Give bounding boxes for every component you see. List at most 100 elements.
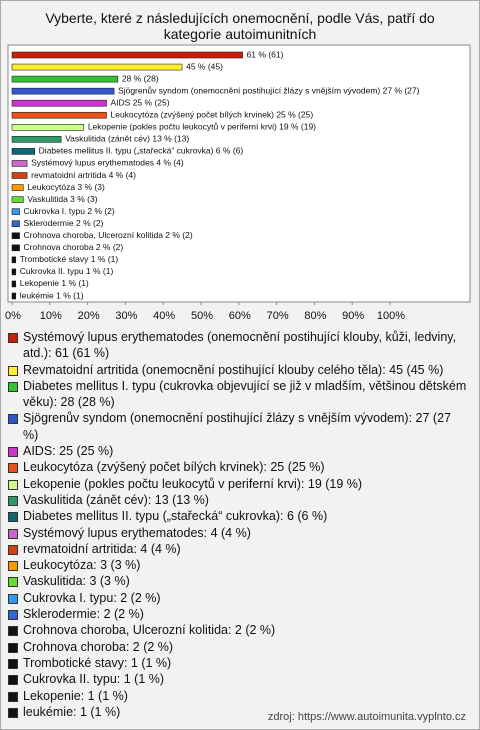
legend-swatch: [8, 593, 18, 604]
x-tick-label: 100%: [377, 310, 405, 322]
chart-title: Vyberte, které z následujících onemocněn…: [45, 10, 435, 42]
legend-swatch: [8, 561, 18, 572]
bar-label: Sklerodermie 2 % (2): [24, 218, 104, 228]
legend-swatch: [8, 414, 18, 425]
legend-label: Sjögrenův syndom (onemocnění postihující…: [23, 411, 451, 442]
x-tick-label: 30%: [115, 310, 137, 322]
bar-label: Vaskulitida (zánět cév) 13 % (13): [65, 134, 189, 144]
legend-item: leukémie: 1 (1 %): [8, 704, 468, 720]
bar-label: Leukocytóza (zvýšený počet bílých krvine…: [111, 110, 314, 120]
legend-label: Crohnova choroba: 2 (2 %): [23, 639, 174, 654]
bar: [11, 268, 17, 276]
legend-swatch: [8, 544, 18, 555]
legend-label: Lekopenie (pokles počtu leukocytů v peri…: [23, 476, 363, 491]
bar: [11, 63, 183, 71]
legend-item: Diabetes mellitus II. typu („stařecká“ c…: [8, 508, 468, 524]
bar: [11, 208, 20, 215]
bar-label: Vaskulitida 3 % (3): [27, 194, 97, 204]
legend-swatch: [8, 626, 18, 637]
legend-swatch: [8, 463, 18, 474]
source: zdroj: https://www.autoimunita.vyplnto.c…: [267, 711, 466, 723]
legend-item: Vaskulitida (zánět cév): 13 (13 %): [8, 492, 468, 508]
legend-item: Diabetes mellitus I. typu (cukrovka obje…: [8, 378, 468, 411]
legend-swatch: [8, 479, 18, 490]
legend-swatch: [8, 658, 18, 669]
bar-label: AIDS 25 % (25): [111, 97, 170, 107]
legend-item: Systémový lupus erythematodes: 4 (4 %): [8, 525, 468, 541]
x-tick-label: 70%: [267, 310, 289, 322]
legend-item: Leukocytóza: 3 (3 %): [8, 557, 468, 573]
x-tick-label: 50%: [191, 310, 213, 322]
legend-swatch: [8, 495, 18, 506]
legend-label: Diabetes mellitus II. typu („stařecká“ c…: [23, 509, 328, 524]
x-tick-label: 0%: [5, 310, 21, 322]
legend-label: Cukrovka II. typu: 1 (1 %): [23, 672, 165, 687]
legend-swatch: [8, 642, 18, 653]
bar: [11, 184, 24, 191]
bar-label: Lekopenie (pokles počtu leukocytů v peri…: [88, 122, 316, 132]
legend-label: Vaskulitida: 3 (3 %): [23, 574, 130, 589]
legend-item: Crohnova choroba: 2 (2 %): [8, 639, 468, 655]
bar-label: 61 % (61): [247, 49, 284, 59]
bar: [11, 87, 115, 95]
bar: [11, 124, 85, 131]
legend-item: Lekopenie (pokles počtu leukocytů v peri…: [8, 476, 468, 492]
legend-item: Trombotické stavy: 1 (1 %): [8, 655, 468, 671]
bar-label: revmatoidní artritida 4 % (4): [31, 170, 136, 180]
bar: [11, 244, 20, 252]
bar: [11, 75, 119, 83]
bar: [11, 292, 17, 300]
bar-label: Cukrovka I. typu 2 % (2): [24, 206, 115, 216]
legend-item: Crohnova choroba, Ulcerozní kolitida: 2 …: [8, 622, 468, 638]
bar-label: Sjögrenův syndom (onemocnění postihující…: [118, 85, 420, 95]
legend-swatch: [8, 447, 18, 458]
legend-swatch: [8, 528, 18, 539]
bar: [11, 136, 62, 143]
bar: [11, 232, 20, 240]
bar-label: Systémový lupus erythematodes 4 % (4): [31, 158, 184, 168]
legend-label: Leukocytóza: 3 (3 %): [23, 558, 141, 573]
bar: [11, 99, 107, 107]
legend-item: Sjögrenův syndom (onemocnění postihující…: [8, 410, 468, 443]
bar-label: Crohnova choroba, Ulcerozní kolitida 2 %…: [24, 230, 193, 240]
legend: Systémový lupus erythematodes (onemocněn…: [8, 329, 468, 720]
legend-item: revmatoidní artritida: 4 (4 %): [8, 541, 468, 557]
bar: [11, 196, 24, 203]
legend-label: revmatoidní artritida: 4 (4 %): [23, 541, 181, 556]
legend-item: Cukrovka I. typu: 2 (2 %): [8, 590, 468, 606]
bar: [11, 256, 17, 264]
bar-label: 45 % (45): [186, 61, 223, 71]
legend-item: Systémový lupus erythematodes (onemocněn…: [8, 329, 468, 362]
bar: [11, 172, 28, 179]
legend-label: Leukocytóza (zvýšený počet bílých krvine…: [23, 460, 325, 475]
legend-swatch: [8, 675, 18, 686]
x-tick-label: 10%: [40, 310, 62, 322]
legend-swatch: [8, 365, 18, 376]
legend-label: Systémový lupus erythematodes (onemocněn…: [23, 330, 457, 361]
legend-label: Cukrovka I. typu: 2 (2 %): [23, 590, 161, 605]
legend-swatch: [8, 691, 18, 702]
legend-item: Leukocytóza (zvýšený počet bílých krvine…: [8, 459, 468, 475]
legend-swatch: [8, 512, 18, 523]
legend-item: AIDS: 25 (25 %): [8, 443, 468, 459]
x-tick-label: 20%: [78, 310, 100, 322]
legend-label: Systémový lupus erythematodes: 4 (4 %): [23, 525, 251, 540]
bar-label: Leukocytóza 3 % (3): [27, 182, 105, 192]
chart: 0% 10% 20% 30% 40% 50% 60% 70% 80% 90% 100% 61 % (6…: [5, 44, 471, 322]
bar-label: Lekopenie 1 % (1): [20, 278, 89, 288]
legend-label: Crohnova choroba, Ulcerozní kolitida: 2 …: [23, 623, 276, 638]
legend-label: Sklerodermie: 2 (2 %): [23, 607, 144, 622]
bar-label: leukémie 1 % (1): [20, 290, 84, 300]
bar: [11, 111, 107, 119]
legend-swatch: [8, 577, 18, 588]
bar: [11, 280, 17, 288]
bar: [11, 148, 35, 155]
plot-area: [7, 44, 471, 303]
legend-label: Trombotické stavy: 1 (1 %): [23, 655, 172, 670]
x-tick-label: 80%: [304, 310, 326, 322]
legend-swatch: [8, 707, 18, 718]
legend-label: Diabetes mellitus I. typu (cukrovka obje…: [23, 378, 467, 410]
bar-label: Trombotické stavy 1 % (1): [20, 254, 119, 264]
legend-label: AIDS: 25 (25 %): [23, 444, 114, 459]
